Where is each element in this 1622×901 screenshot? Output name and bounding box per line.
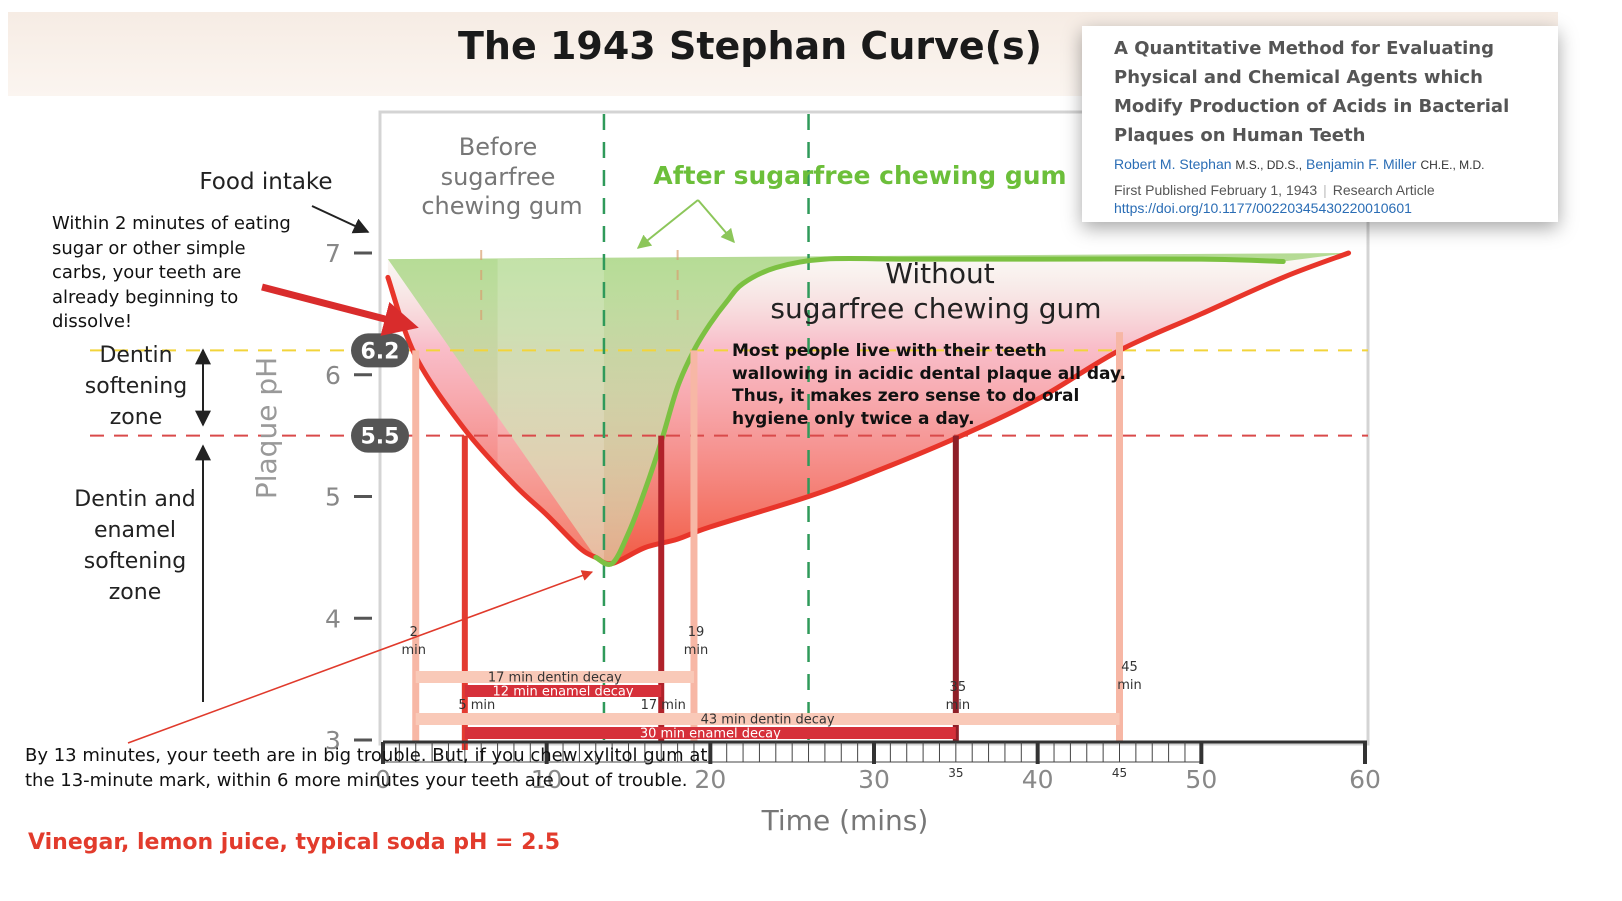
x-tick-label-30: 30 (858, 765, 890, 794)
x-tick-label-10: 10 (531, 765, 563, 794)
within-2-minutes-arrow (261, 283, 419, 336)
marker-label-2-value: 2 (410, 625, 418, 640)
after-gum-arrow-left (636, 199, 699, 249)
marker-label-17: 17 min (641, 698, 686, 713)
after-gum-label: After sugarfree chewing gum (653, 161, 1066, 190)
y-tick-label-3: 3 (325, 726, 341, 755)
marker-label-19-unit: min (684, 643, 709, 658)
marker-label-35-unit: min (946, 698, 971, 713)
duration-bar-2 (415, 713, 1120, 725)
x-tick-label-20: 20 (694, 765, 726, 794)
marker-label-45-unit: min (1117, 678, 1142, 693)
paper-author-2[interactable]: Benjamin F. Miller (1305, 156, 1417, 172)
marker-label-2-unit: min (401, 643, 426, 658)
x-axis-label: Time (mins) (761, 804, 929, 837)
paper-meta-separator: | (1323, 182, 1327, 198)
food-intake-label: Food intake (199, 169, 332, 195)
duration-label-3: 30 min enamel decay (640, 727, 781, 742)
paper-author-1-creds: M.S., DD.S., (1235, 158, 1303, 172)
duration-bar-0 (415, 671, 694, 683)
x-tick-label-50: 50 (1185, 765, 1217, 794)
x-tick-label-60: 60 (1349, 765, 1381, 794)
paper-published: First Published February 1, 1943 (1114, 182, 1318, 198)
marker-label-45-value: 45 (1121, 660, 1138, 675)
without-gum-label-2: sugarfree chewing gum (770, 292, 1101, 325)
after-gum-area (387, 253, 1349, 565)
without-gum-curve (385, 250, 1352, 567)
duration-bar-1 (464, 685, 662, 697)
after-gum-curve (593, 255, 1286, 567)
dentin-enamel-softening-zone-label: Dentin and enamel softening zone (74, 487, 196, 605)
before-gum-label-3: chewing gum (421, 192, 582, 220)
before-gum-label-2: sugarfree (441, 163, 556, 191)
paper-author-1[interactable]: Robert M. Stephan (1114, 156, 1232, 172)
duration-label-1: 12 min enamel decay (493, 685, 634, 700)
y-tick-label-4: 4 (325, 604, 341, 633)
paper-authors: Robert M. Stephan M.S., DD.S., Benjamin … (1114, 156, 1548, 172)
x-small-tick-label-35: 35 (948, 766, 963, 780)
marker-label-19-value: 19 (688, 625, 705, 640)
dentin-softening-zone-label: Dentin softening zone (84, 343, 188, 430)
before-gum-label-1: Before (459, 133, 537, 161)
most-people-note: Most people live with their teeth wallow… (732, 341, 1126, 429)
duration-label-0: 17 min dentin decay (488, 671, 622, 686)
by-13-minutes-note: By 13 minutes, your teeth are in big tro… (25, 745, 708, 791)
y-tick-label-6: 6 (325, 361, 341, 390)
paper-title: A Quantitative Method for Evaluating Phy… (1114, 38, 1510, 146)
marker-label-35-value: 35 (950, 680, 967, 695)
food-intake-arrow (311, 205, 370, 234)
x-tick-label-0: 0 (375, 765, 391, 794)
within-2-minutes-note: Within 2 minutes of eating sugar or othe… (52, 213, 291, 332)
ph-badge-label-5.5: 5.5 (361, 425, 400, 450)
by-13-minutes-arrow (127, 570, 594, 744)
y-tick-label-7: 7 (325, 239, 341, 268)
paper-type: Research Article (1332, 182, 1435, 198)
ph-badge-6.2 (351, 333, 409, 368)
duration-bar-3 (464, 727, 956, 739)
marker-label-5: 5 min (458, 698, 495, 713)
paper-doi-link[interactable]: https://doi.org/10.1177/0022034543022001… (1114, 200, 1412, 216)
page-title: The 1943 Stephan Curve(s) (457, 24, 1043, 68)
paper-citation-card: A Quantitative Method for Evaluating Phy… (1082, 26, 1558, 222)
ph-badge-label-6.2: 6.2 (361, 339, 400, 364)
after-gum-arrow-right (697, 199, 735, 244)
paper-author-2-creds: CH.E., M.D. (1420, 158, 1485, 172)
before-gum-band (497, 259, 604, 570)
duration-label-2: 43 min dentin decay (701, 713, 835, 728)
y-axis-label: Plaque pH (250, 357, 283, 499)
vinegar-note: Vinegar, lemon juice, typical soda pH = … (28, 830, 561, 855)
y-tick-label-5: 5 (325, 483, 341, 512)
without-gum-label-1: Without (885, 257, 994, 290)
ph-badge-5.5 (351, 418, 409, 453)
x-small-tick-label-45: 45 (1112, 766, 1127, 780)
paper-meta: First Published February 1, 1943 | Researc… (1114, 182, 1548, 198)
x-tick-label-40: 40 (1022, 765, 1054, 794)
